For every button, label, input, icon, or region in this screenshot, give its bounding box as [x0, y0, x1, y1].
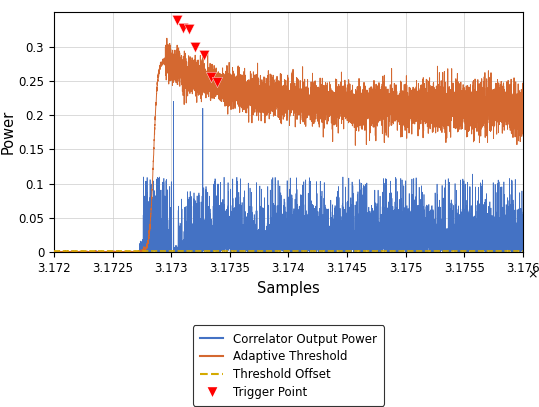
Point — [190, 43, 199, 50]
Point — [199, 52, 208, 58]
X-axis label: Samples: Samples — [257, 280, 320, 295]
Point — [212, 79, 221, 85]
Point — [178, 25, 187, 31]
Y-axis label: Power: Power — [1, 110, 16, 154]
Legend: Correlator Output Power, Adaptive Threshold, Threshold Offset, Trigger Point: Correlator Output Power, Adaptive Thresh… — [193, 326, 384, 406]
Point — [184, 26, 193, 33]
Point — [172, 17, 181, 24]
Text: ×10⁶: ×10⁶ — [528, 268, 539, 281]
Point — [206, 74, 215, 81]
